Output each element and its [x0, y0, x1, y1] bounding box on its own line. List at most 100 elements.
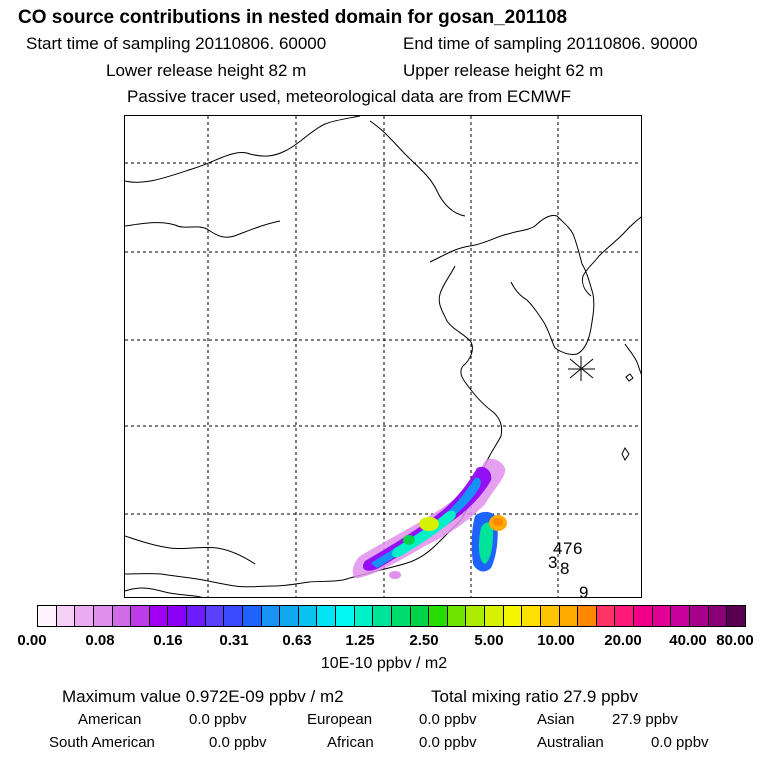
- colorbar-cell: [336, 606, 355, 626]
- colorbar-cell: [205, 606, 225, 626]
- colorbar-tick-label: 0.31: [219, 632, 249, 649]
- colorbar-cell: [317, 606, 336, 626]
- colorbar-cell: [38, 606, 57, 626]
- plume-tail: [389, 571, 401, 579]
- colorbar-cell: [391, 606, 411, 626]
- colorbar-unit-label: 10E-10 ppbv / m2: [320, 655, 448, 672]
- station-label: 3: [548, 553, 557, 572]
- colorbar-cell: [447, 606, 467, 626]
- colorbar-cell: [540, 606, 560, 626]
- border-line: [125, 116, 361, 183]
- coastline-china-east: [125, 365, 503, 588]
- colorbar-cell: [131, 606, 150, 626]
- border-line: [125, 535, 256, 565]
- region-american-value: 0.0 ppbv: [189, 711, 247, 728]
- colorbar-cell: [559, 606, 579, 626]
- station-label: 4: [553, 539, 562, 558]
- taiwan-core: [478, 522, 493, 564]
- region-african-label: African: [327, 734, 374, 751]
- colorbar-cell: [615, 606, 634, 626]
- receptor-marker-icon: [568, 356, 595, 381]
- colorbar-cell: [261, 606, 281, 626]
- colorbar-cell: [727, 606, 745, 626]
- colorbar-cell: [522, 606, 541, 626]
- region-european-value: 0.0 ppbv: [419, 711, 477, 728]
- border-line: [125, 587, 203, 597]
- region-american-label: American: [78, 711, 142, 728]
- colorbar-cell: [93, 606, 113, 626]
- region-european-label: European: [307, 711, 373, 728]
- upper-height-label: Upper release height 62 m: [403, 61, 604, 80]
- station-labels: 4 7 6 3 8 9: [548, 539, 588, 598]
- colorbar-cell: [671, 606, 690, 626]
- region-asian-value: 27.9 ppbv: [612, 711, 678, 728]
- colorbar-cell: [652, 606, 672, 626]
- island-outline: [621, 447, 630, 461]
- colorbar-tick-label: 0.63: [282, 632, 312, 649]
- max-value-label: Maximum value 0.972E-09 ppbv / m2: [62, 687, 344, 706]
- colorbar-cell: [596, 606, 616, 626]
- region-australian-value: 0.0 ppbv: [651, 734, 709, 751]
- colorbar-cell: [466, 606, 485, 626]
- colorbar-tick-label: 0.16: [153, 632, 183, 649]
- coastline-bohai: [438, 265, 473, 367]
- lower-height-label: Lower release height 82 m: [106, 61, 307, 80]
- region-african-value: 0.0 ppbv: [419, 734, 477, 751]
- station-label: 9: [579, 583, 588, 598]
- total-mixing-ratio-label: Total mixing ratio 27.9 ppbv: [431, 687, 638, 706]
- plume-hotspot: [403, 535, 415, 545]
- colorbar-tick-label: 2.50: [409, 632, 439, 649]
- map-panel: 4 7 6 3 8 9: [124, 115, 642, 598]
- region-south-american-label: South American: [49, 734, 155, 751]
- region-south-american-value: 0.0 ppbv: [209, 734, 267, 751]
- plot-title: CO source contributions in nested domain…: [18, 7, 568, 28]
- colorbar-tick-label: 0.08: [85, 632, 115, 649]
- colorbar: [37, 605, 746, 627]
- colorbar-cell: [708, 606, 728, 626]
- plume-mid: [362, 466, 492, 571]
- colorbar-tick-label: 80.00: [716, 632, 754, 649]
- coastline-korea-peninsula: [429, 215, 595, 355]
- coastline-japan: [624, 343, 641, 375]
- colorbar-cell: [485, 606, 504, 626]
- colorbar-cell: [634, 606, 653, 626]
- border-line: [582, 216, 641, 297]
- info-label: Passive tracer used, meteorological data…: [127, 87, 572, 106]
- region-asian-label: Asian: [537, 711, 575, 728]
- station-label: 8: [560, 559, 569, 578]
- end-time-label: End time of sampling 20110806. 90000: [403, 34, 698, 53]
- colorbar-cell: [298, 606, 318, 626]
- station-label: 6: [573, 539, 582, 558]
- colorbar-cell: [503, 606, 523, 626]
- colorbar-cell: [410, 606, 430, 626]
- colorbar-cell: [224, 606, 243, 626]
- colorbar-cell: [56, 606, 76, 626]
- border-line: [369, 120, 466, 217]
- region-australian-label: Australian: [537, 734, 604, 751]
- plume-core: [392, 510, 456, 558]
- station-label: 7: [563, 539, 572, 558]
- colorbar-tick-label: 10.00: [537, 632, 575, 649]
- border-line: [125, 220, 281, 238]
- colorbar-tick-label: 40.00: [669, 632, 707, 649]
- colorbar-cell: [429, 606, 448, 626]
- plume-inner: [371, 477, 481, 568]
- colorbar-cell: [168, 606, 187, 626]
- colorbar-tick-label: 0.00: [17, 632, 47, 649]
- colorbar-tick-label: 20.00: [604, 632, 642, 649]
- colorbar-cell: [280, 606, 299, 626]
- colorbar-cell: [354, 606, 374, 626]
- gridlines: [125, 116, 641, 597]
- colorbar-cell: [242, 606, 262, 626]
- colorbar-tick-label: 1.25: [345, 632, 375, 649]
- colorbar-cell: [112, 606, 132, 626]
- colorbar-cell: [578, 606, 597, 626]
- colorbar-cell: [149, 606, 169, 626]
- coastlines: [125, 116, 641, 597]
- map-canvas: 4 7 6 3 8 9: [125, 116, 641, 598]
- colorbar-cell: [75, 606, 94, 626]
- concentration-field: [352, 458, 507, 579]
- colorbar-cell: [689, 606, 709, 626]
- start-time-label: Start time of sampling 20110806. 60000: [26, 34, 327, 53]
